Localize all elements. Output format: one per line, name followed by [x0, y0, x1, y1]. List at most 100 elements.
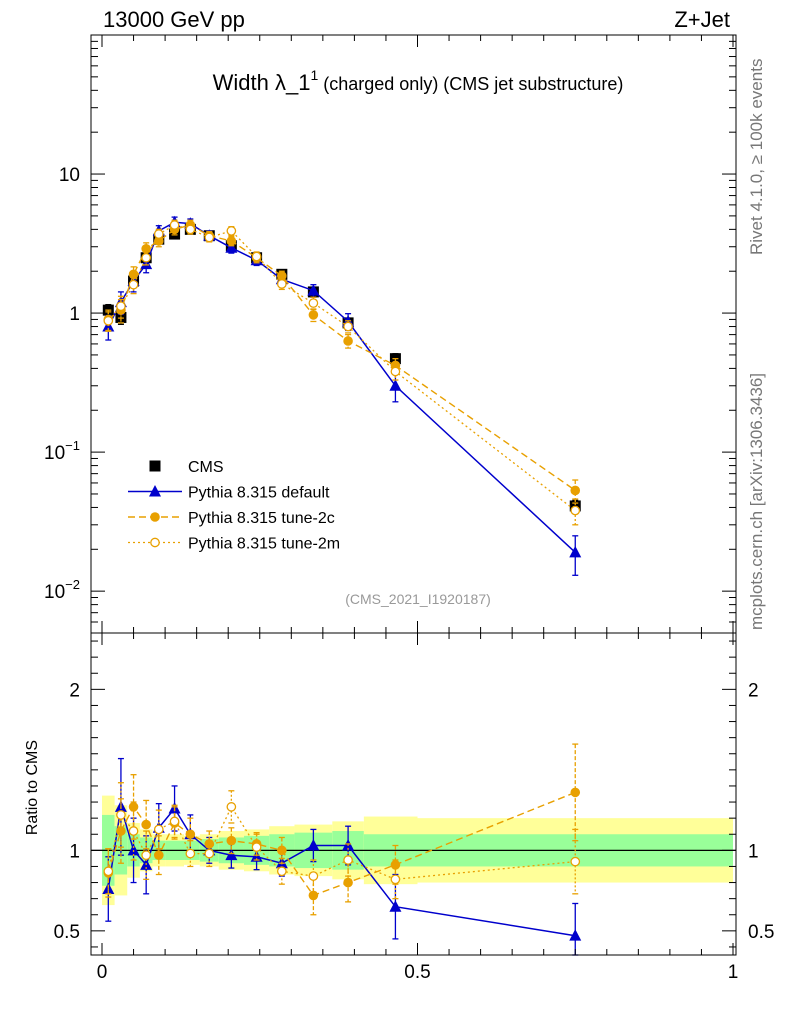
ratio-point [276, 866, 287, 877]
legend-label: CMS [188, 459, 224, 476]
ratio-ticks: 0 0.5 1 0.5 0.5 1 1 2 2 [54, 633, 774, 983]
ratio-y-tick-label-right: 2 [748, 680, 759, 701]
main-point [103, 315, 114, 326]
ratio-panel-frame [90, 632, 737, 956]
main-y-tick-label-base: 10 [59, 165, 80, 186]
ratio-point [226, 802, 237, 812]
legend-entry-pythia-8-315-default: Pythia 8.315 default [128, 485, 330, 502]
main-point [343, 336, 353, 346]
ratio-point [390, 874, 401, 885]
main-y-tick-label-base: 10 [44, 582, 65, 603]
main-point [343, 321, 353, 332]
ratio-point [153, 850, 164, 860]
ratio-point [307, 839, 320, 851]
ratio-point [251, 842, 262, 852]
main-point [569, 545, 582, 558]
ratio-y-tick-label-left: 0.5 [54, 922, 80, 943]
ratio-point [225, 848, 238, 861]
ratio-point [308, 890, 319, 901]
main-point [276, 279, 287, 289]
ratio-point [127, 843, 140, 856]
plot-title-rest: (charged only) (CMS jet substructure) [318, 74, 623, 94]
main-y-tick-label-exponent: −2 [65, 577, 80, 592]
legend-marker [150, 537, 160, 548]
ratio-series-pythia-8-315-tune-2m [103, 782, 581, 900]
main-point [308, 298, 319, 308]
legend-label: Pythia 8.315 default [188, 485, 330, 502]
ratio-point [569, 929, 582, 941]
ratio-series-layer [102, 743, 582, 956]
main-point [251, 251, 262, 262]
legend: CMS Pythia 8.315 default Pythia 8.315 tune… [128, 459, 340, 553]
main-line-pythia-8-315-tune-2c [107, 224, 576, 491]
ratio-y-tick-label-left: 1 [69, 841, 80, 862]
ratio-point [389, 900, 402, 912]
main-point [141, 252, 152, 263]
ratio-point [103, 866, 114, 877]
plot-title-superscript: 1 [310, 67, 318, 83]
main-line-pythia-8-315-default [107, 221, 576, 553]
main-series-pythia-8-315-tune-2m [103, 219, 581, 526]
ratio-panel: 0 0.5 1 0.5 0.5 1 1 2 2 Ratio to CMS [24, 632, 774, 983]
main-point [169, 220, 180, 230]
legend-label: Pythia 8.315 tune-2m [188, 536, 340, 553]
ratio-x-tick-label: 0.5 [404, 962, 430, 983]
main-series-pythia-8-315-default [102, 215, 582, 576]
legend-marker [150, 512, 160, 522]
ratio-point [277, 845, 287, 856]
ratio-y-tick-label-left: 2 [69, 680, 80, 701]
main-line-pythia-8-315-tune-2m [107, 224, 576, 512]
main-point [128, 279, 139, 290]
main-point [204, 232, 215, 243]
ratio-point [204, 848, 215, 859]
ratio-point [226, 835, 237, 846]
side-label-top: Rivet 4.1.0, ≥ 100k events [747, 59, 766, 255]
legend-marker [149, 485, 161, 497]
main-point [226, 236, 237, 246]
main-point [225, 241, 238, 253]
ratio-point [116, 810, 126, 820]
main-point [116, 301, 126, 312]
main-y-tick-label-exponent: −1 [65, 438, 80, 453]
ratio-x-tick-label: 1 [728, 962, 739, 983]
legend-marker [149, 460, 161, 472]
main-y-tick-label-base: 10 [44, 443, 65, 464]
side-label-bottom: mcplots.cern.ch [arXiv:1306.3436] [747, 373, 766, 630]
main-point [570, 505, 581, 516]
main-y-tick-label-base: 1 [69, 304, 80, 325]
legend-label: Pythia 8.315 tune-2c [188, 510, 335, 527]
ratio-y-tick-label-right: 1 [748, 841, 759, 862]
ratio-point [153, 824, 164, 835]
main-point [185, 224, 196, 235]
ratio-point [343, 855, 353, 865]
ratio-point [141, 850, 152, 861]
legend-entry-pythia-8-315-tune-2m: Pythia 8.315 tune-2m [128, 536, 340, 553]
ratio-point [204, 839, 215, 849]
analysis-id: (CMS_2021_I1920187) [345, 591, 491, 607]
ratio-point [169, 816, 180, 827]
main-series-cms [102, 223, 581, 513]
main-point [153, 229, 164, 239]
ratio-y-tick-label-right: 0.5 [748, 922, 774, 943]
header-left: 13000 GeV pp [103, 7, 245, 32]
main-y-tick-label: 10−2 [44, 577, 80, 603]
ratio-point [570, 856, 581, 867]
ratio-point [185, 848, 196, 859]
main-series-pythia-8-315-tune-2c [103, 219, 581, 504]
plot-title-main: Width λ_1 [213, 70, 311, 95]
ratio-ylabel: Ratio to CMS [24, 740, 41, 835]
main-y-tick-label: 1 [69, 304, 80, 325]
plot-title: Width λ_11 (charged only) (CMS jet subst… [213, 67, 624, 95]
main-point [389, 379, 402, 391]
ratio-point [185, 829, 196, 840]
ratio-point [343, 877, 353, 888]
ratio-point [570, 787, 581, 798]
header-right: Z+Jet [674, 7, 730, 32]
ratio-point [308, 871, 319, 881]
main-series-layer [102, 215, 582, 576]
main-point [307, 284, 320, 296]
main-point [390, 366, 401, 377]
ratio-x-tick-label: 0 [97, 962, 108, 983]
